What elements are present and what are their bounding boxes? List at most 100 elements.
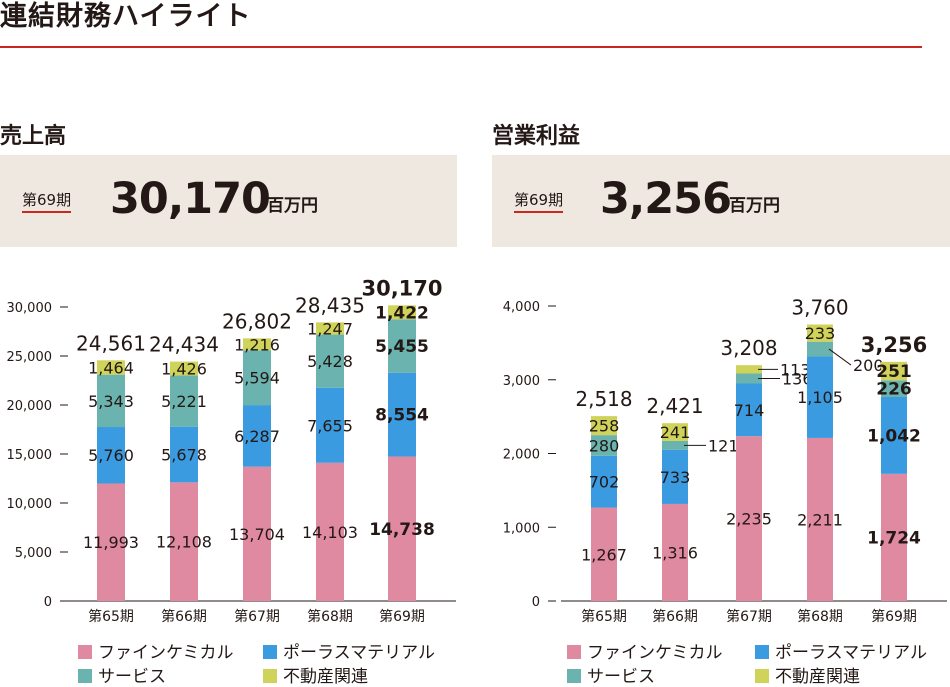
profit-data-label: 1,724 [867,528,921,548]
sales-data-label: 1,247 [307,319,353,338]
profit-summary-unit: 百万円 [729,196,780,216]
sales-x-tick-label: 第69期 [379,608,425,625]
sales-y-tick-label: 25,000 [7,350,53,365]
profit-total-label: 3,208 [720,336,777,360]
profit-section-title: 営業利益 [492,124,581,149]
profit-data-label: 280 [589,436,620,455]
profit-data-label: 2,211 [797,510,843,529]
sales-bar-segment [170,361,198,376]
profit-data-label: 136 [782,369,813,388]
profit-y-tick-label: 3,000 [503,374,540,389]
sales-data-label: 1,216 [234,335,280,354]
sales-bar-segment [316,462,344,601]
sales-summary-period: 第69期 [22,191,72,213]
sales-total-label: 28,435 [295,293,365,317]
sales-total-label: 26,802 [222,309,292,333]
legend-swatch-service [78,669,92,683]
profit-leader-line [828,348,852,366]
profit-bar-segment [662,440,688,450]
legend-item-service: サービス [78,662,166,687]
sales-data-label: 5,428 [307,352,353,371]
profit-y-tick-label: 4,000 [503,300,540,315]
legend-swatch-real-estate [263,669,277,683]
profit-data-label: 1,267 [581,545,627,564]
profit-x-tick-label: 第69期 [871,608,917,625]
legend-swatch-real-estate [755,669,769,683]
sales-bar-segment [243,405,271,467]
legend-item-polar-material: ポーラスマテリアル [263,638,435,663]
profit-bar-segment [736,365,762,374]
profit-summary-box: 第69期 3,256 百万円 [492,155,950,247]
legend-label: ファインケミカル [98,643,234,663]
legend-item-fine-chemical: ファインケミカル [78,638,234,663]
profit-bar-segment [662,503,688,601]
sales-bar-segment [388,372,416,457]
sales-summary-value: 30,170 [110,174,271,224]
profit-y-tick-label: 0 [532,595,540,610]
legend-swatch-polar-material [755,645,769,659]
sales-data-label: 7,655 [307,416,353,435]
profit-x-tick-label: 第65期 [581,608,627,625]
sales-data-label: 12,108 [156,533,212,552]
sales-total-label: 30,170 [361,276,442,300]
profit-data-label: 241 [660,423,691,442]
sales-data-label: 1,464 [88,358,134,377]
sales-data-label: 14,738 [369,520,435,540]
sales-bar-segment [316,334,344,388]
legend-label: ポーラスマテリアル [283,643,435,663]
sales-bar-segment [243,350,271,406]
sales-total-label: 24,434 [149,333,219,357]
sales-bar-segment [97,374,125,428]
profit-data-label: 714 [734,401,765,420]
legend-swatch-fine-chemical [78,645,92,659]
sales-data-label: 14,103 [302,523,358,542]
profit-bar-segment [807,324,833,342]
sales-bar-segment [388,319,416,373]
sales-data-label: 1,426 [161,360,207,379]
profit-data-label: 226 [876,380,912,400]
sales-data-label: 5,343 [88,392,134,411]
sales-data-label: 1,422 [375,303,429,323]
sales-bar-segment [97,483,125,601]
sales-bar-segment [170,426,198,483]
profit-x-tick-label: 第66期 [652,608,698,625]
legend-label: 不動産関連 [283,667,368,687]
profit-bar-segment [881,361,907,381]
sales-bar-segment [316,387,344,463]
page-title: 連結財務ハイライト [0,1,252,32]
sales-x-tick-label: 第68期 [307,608,353,625]
profit-bar-segment [881,380,907,398]
profit-y-tick-label: 2,000 [503,448,540,463]
sales-data-label: 5,455 [375,337,429,357]
sales-bar-segment [388,305,416,320]
profit-bar-segment [736,373,762,384]
profit-bar-segment [591,416,617,436]
profit-bar-segment [591,507,617,601]
sales-y-tick-label: 15,000 [7,448,53,463]
sales-x-tick-label: 第66期 [161,608,207,625]
sales-x-tick-label: 第67期 [234,608,280,625]
sales-bar-segment [170,375,198,427]
sales-data-label: 6,287 [234,427,280,446]
profit-bar-segment [807,341,833,357]
sales-total-label: 24,561 [76,331,146,355]
profit-data-label: 200 [853,356,884,375]
sales-data-label: 13,704 [229,525,285,544]
sales-data-label: 5,221 [161,392,207,411]
profit-data-label: 733 [660,468,691,487]
sales-bar-segment [97,427,125,484]
profit-bar-segment [736,383,762,437]
legend-item-polar-material: ポーラスマテリアル [755,638,927,663]
legend-item-service: サービス [567,662,655,687]
profit-total-label: 2,518 [575,387,632,411]
profit-bar-segment [881,397,907,474]
legend-item-fine-chemical: ファインケミカル [567,638,723,663]
title-divider [0,46,922,48]
profit-bar-segment [591,435,617,456]
legend-swatch-service [567,669,581,683]
profit-data-label: 2,235 [726,510,772,529]
profit-data-label: 1,042 [867,426,921,446]
sales-y-tick-label: 10,000 [7,497,53,512]
sales-section-title: 売上高 [0,124,67,149]
legend-label: サービス [98,667,166,687]
